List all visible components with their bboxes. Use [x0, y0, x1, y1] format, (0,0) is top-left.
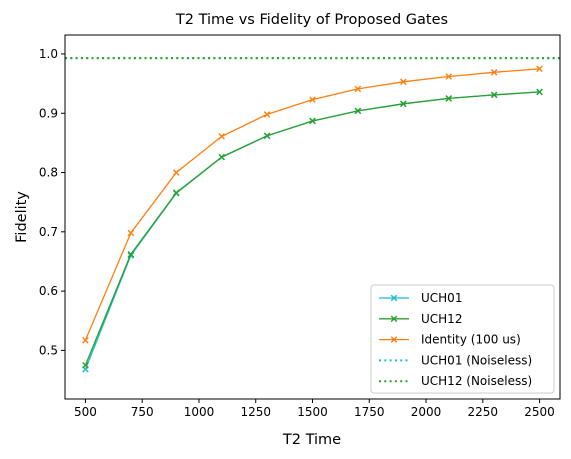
legend-label: UCH01 — [421, 291, 462, 305]
legend-marker — [390, 294, 398, 302]
data-point-uch12 — [354, 107, 362, 115]
data-point-uch12 — [400, 100, 407, 108]
y-axis-label: Fidelity — [14, 191, 30, 243]
data-point-uch12 — [263, 132, 271, 140]
data-point-uch12 — [172, 189, 180, 196]
data-point-uch12 — [127, 251, 135, 258]
x-tick-label: 1750 — [354, 405, 385, 419]
y-tick-label: 0.7 — [39, 225, 58, 239]
legend-marker — [390, 315, 398, 323]
data-point-uch12 — [309, 117, 316, 125]
x-tick-label: 2250 — [468, 405, 499, 419]
chart-title: T2 Time vs Fidelity of Proposed Gates — [175, 12, 448, 28]
data-point-identity-100-us — [309, 96, 316, 103]
x-axis-label: T2 Time — [282, 432, 341, 448]
data-point-identity-100-us — [263, 111, 271, 118]
data-point-uch12 — [490, 91, 498, 99]
data-point-identity-100-us — [445, 73, 453, 80]
legend-marker — [390, 336, 398, 343]
y-tick-label: 1.0 — [39, 47, 58, 61]
x-tick-label: 500 — [74, 405, 97, 419]
series-layer — [65, 57, 560, 373]
data-point-identity-100-us — [127, 229, 135, 237]
x-tick-label: 1250 — [240, 405, 271, 419]
legend-label: UCH12 (Noiseless) — [421, 374, 532, 388]
y-tick-label: 0.9 — [39, 106, 58, 120]
data-point-identity-100-us — [172, 169, 180, 176]
data-point-identity-100-us — [354, 85, 362, 93]
legend-label: UCH12 — [421, 312, 462, 326]
legend-box — [370, 284, 555, 394]
y-tick-label: 0.6 — [39, 284, 58, 298]
data-point-uch12 — [536, 88, 543, 96]
x-tick-label: 2500 — [524, 405, 555, 419]
y-tick-label: 0.8 — [39, 166, 58, 180]
y-tick-label: 0.5 — [39, 343, 58, 357]
data-point-identity-100-us — [400, 78, 407, 86]
ticks: 500 750 1000 1250 1500 1750 2000 2250 2500 0.5 0.6… — [39, 47, 555, 419]
data-point-identity-100-us — [490, 69, 498, 76]
legend-label: UCH01 (Noiseless) — [421, 353, 532, 367]
data-point-identity-100-us — [82, 337, 89, 344]
x-tick-label: 1500 — [297, 405, 328, 419]
data-point-identity-100-us — [218, 133, 225, 140]
data-point-identity-100-us — [536, 65, 543, 73]
legend-label: Identity (100 us) — [421, 333, 521, 347]
legend: UCH01 UCH12 Identity (100 us) UCH01 (Noisel… — [370, 284, 555, 394]
x-tick-label: 2000 — [411, 405, 442, 419]
data-point-uch12 — [445, 95, 453, 102]
x-tick-label: 1000 — [184, 405, 215, 419]
data-point-uch12 — [82, 361, 89, 369]
data-point-uch12 — [218, 153, 225, 161]
x-tick-label: 750 — [131, 405, 154, 419]
